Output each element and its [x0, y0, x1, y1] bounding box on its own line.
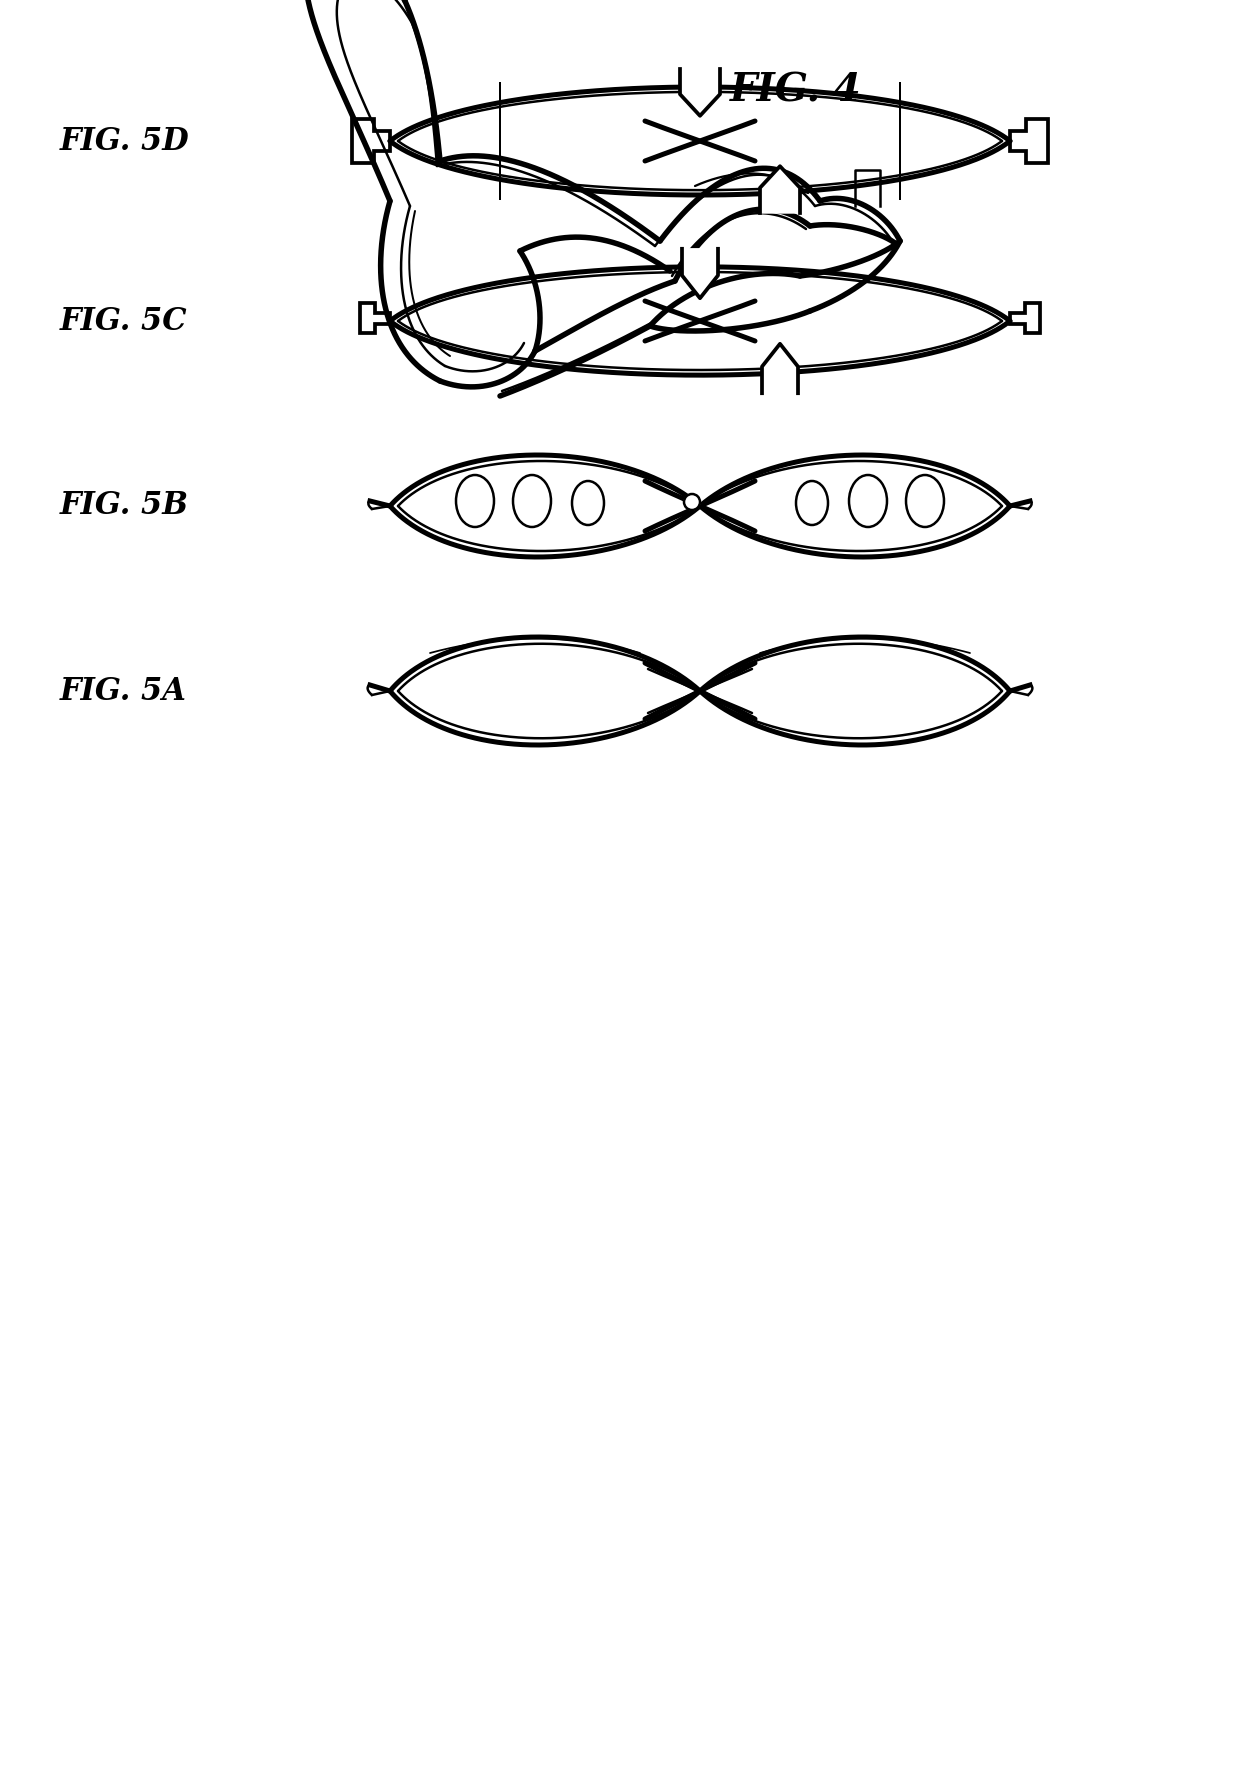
Text: FIG. 4: FIG. 4 [730, 72, 862, 109]
Polygon shape [1011, 303, 1040, 333]
Polygon shape [682, 249, 718, 297]
Polygon shape [1011, 118, 1048, 163]
Ellipse shape [849, 475, 887, 527]
Polygon shape [680, 70, 720, 116]
Ellipse shape [906, 475, 944, 527]
Text: FIG. 5C: FIG. 5C [60, 306, 187, 337]
Polygon shape [760, 167, 800, 213]
Ellipse shape [572, 482, 604, 525]
Polygon shape [352, 118, 391, 163]
Ellipse shape [513, 475, 551, 527]
Circle shape [684, 494, 701, 510]
Text: FIG. 5D: FIG. 5D [60, 125, 190, 156]
Ellipse shape [796, 482, 828, 525]
Text: FIG. 5B: FIG. 5B [60, 491, 188, 521]
Ellipse shape [456, 475, 494, 527]
Polygon shape [763, 344, 799, 394]
Text: FIG. 5A: FIG. 5A [60, 675, 187, 706]
Polygon shape [360, 303, 391, 333]
